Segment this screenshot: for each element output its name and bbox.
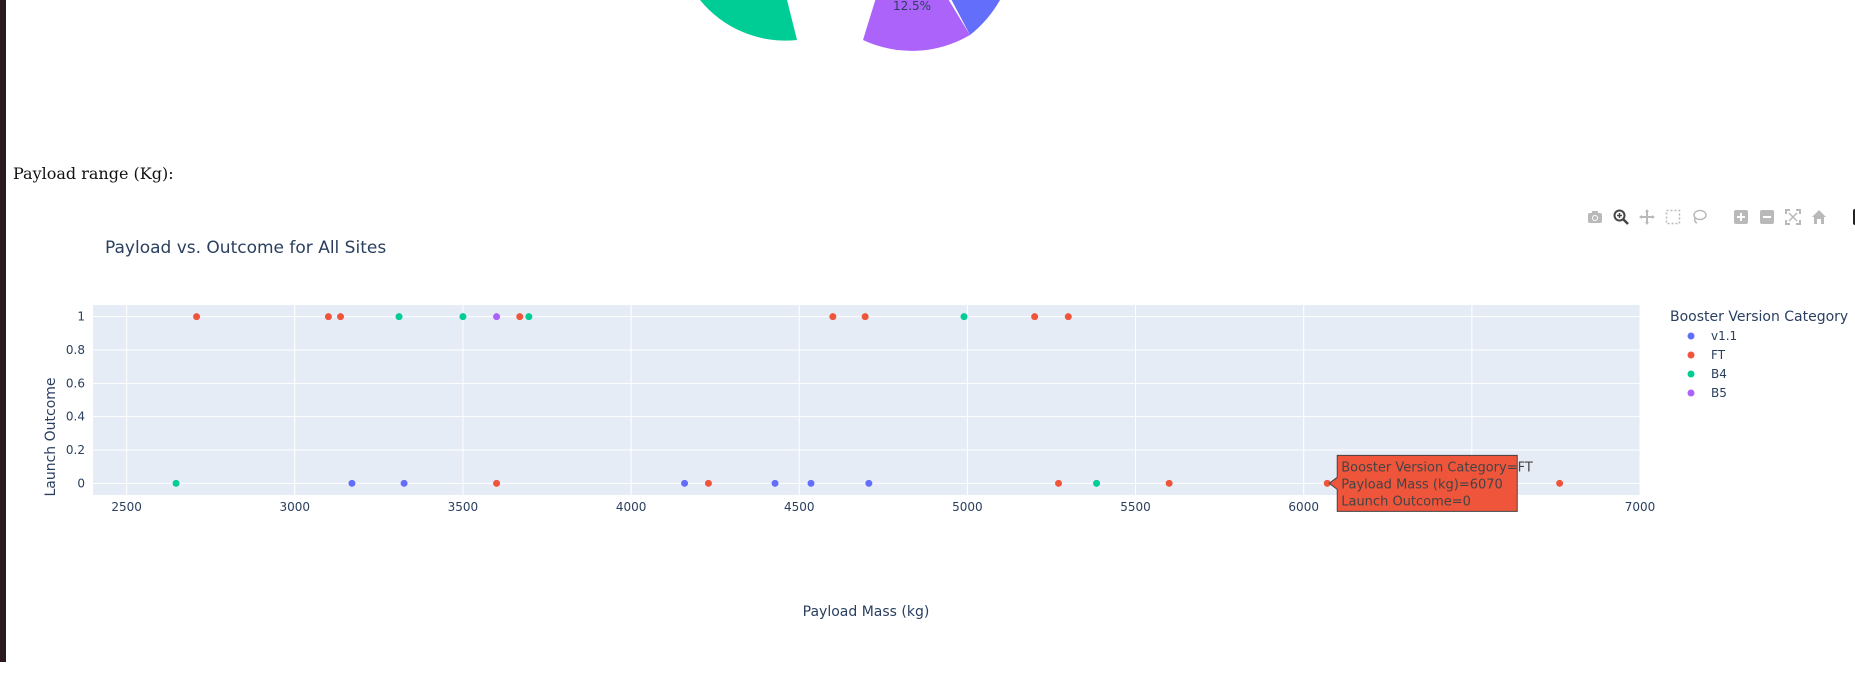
data-point-ft[interactable] <box>337 313 345 321</box>
modebar <box>1585 207 1855 227</box>
y-axis-label: Launch Outcome <box>43 377 59 496</box>
zoom-icon[interactable] <box>1611 207 1631 227</box>
y-tick-label: 0.2 <box>66 443 85 457</box>
data-point-ft[interactable] <box>1323 479 1331 487</box>
data-point-ft[interactable] <box>829 313 837 321</box>
x-tick-label: 5500 <box>1120 500 1151 514</box>
data-point-ft[interactable] <box>1165 479 1173 487</box>
scatter-plot: Payload vs. Outcome for All Sites 2500 30… <box>0 225 1855 645</box>
x-tick-label: 4000 <box>616 500 647 514</box>
tooltip-line: Booster Version Category=FT <box>1341 460 1533 475</box>
tooltip-box <box>1328 454 1518 512</box>
data-point-v1-1[interactable] <box>400 479 408 487</box>
pie-slice-purple[interactable] <box>863 0 970 51</box>
x-tick-label: 3500 <box>448 500 479 514</box>
hover-tooltip: Booster Version Category=FT Payload Mass … <box>1328 454 1533 512</box>
data-point-ft[interactable] <box>704 479 712 487</box>
data-point-b4[interactable] <box>172 479 180 487</box>
data-point-ft[interactable] <box>493 479 501 487</box>
tooltip-line: Launch Outcome=0 <box>1341 494 1471 509</box>
data-point-ft[interactable] <box>861 313 869 321</box>
legend-marker <box>1687 370 1695 378</box>
y-tick-label: 0.4 <box>66 410 85 424</box>
data-point-ft[interactable] <box>193 313 201 321</box>
page-left-border <box>0 0 6 662</box>
zoom-in-icon[interactable] <box>1731 207 1751 227</box>
pie-slice-green[interactable] <box>700 0 797 41</box>
x-tick-label: 7000 <box>1625 500 1656 514</box>
x-tick-label: 3000 <box>280 500 311 514</box>
lasso-icon[interactable] <box>1689 207 1709 227</box>
data-point-ft[interactable] <box>1055 479 1063 487</box>
legend-marker <box>1687 332 1695 340</box>
plotly-logo-icon[interactable] <box>1851 207 1855 227</box>
data-point-b4[interactable] <box>525 313 533 321</box>
pie-chart: 12.5% <box>700 0 1100 60</box>
pie-slice-blue[interactable] <box>920 0 1000 35</box>
data-point-b4[interactable] <box>1093 479 1101 487</box>
legend-marker <box>1687 389 1695 397</box>
data-point-b5[interactable] <box>493 313 501 321</box>
data-point-v1-1[interactable] <box>865 479 873 487</box>
data-point-ft[interactable] <box>1064 313 1072 321</box>
scatter-plot-svg: Payload vs. Outcome for All Sites 2500 30… <box>43 238 1848 620</box>
legend-item-label[interactable]: B4 <box>1711 367 1727 381</box>
data-point-v1-1[interactable] <box>771 479 779 487</box>
data-point-ft[interactable] <box>324 313 332 321</box>
data-point-b4[interactable] <box>459 313 467 321</box>
legend: Booster Version Category v1.1 FT B4 B5 <box>1670 309 1848 400</box>
data-point-b4[interactable] <box>395 313 403 321</box>
x-axis-label: Payload Mass (kg) <box>803 604 930 620</box>
chart-title: Payload vs. Outcome for All Sites <box>105 238 386 258</box>
box-select-icon[interactable] <box>1663 207 1683 227</box>
autoscale-icon[interactable] <box>1783 207 1803 227</box>
data-point-ft[interactable] <box>516 313 524 321</box>
data-point-v1-1[interactable] <box>807 479 815 487</box>
data-point-v1-1[interactable] <box>681 479 689 487</box>
camera-icon[interactable] <box>1585 207 1605 227</box>
x-tick-label: 2500 <box>111 500 142 514</box>
data-point-b4[interactable] <box>960 313 968 321</box>
pan-icon[interactable] <box>1637 207 1657 227</box>
legend-item-label[interactable]: B5 <box>1711 386 1727 400</box>
reset-axes-icon[interactable] <box>1809 207 1829 227</box>
payload-range-label: Payload range (Kg): <box>13 164 174 183</box>
pie-slice-label: 12.5% <box>893 0 931 13</box>
legend-title: Booster Version Category <box>1670 309 1848 325</box>
tooltip-line: Payload Mass (kg)=6070 <box>1341 477 1503 492</box>
legend-marker <box>1687 351 1695 359</box>
y-tick-label: 1 <box>77 310 85 324</box>
zoom-out-icon[interactable] <box>1757 207 1777 227</box>
x-tick-label: 4500 <box>784 500 815 514</box>
x-tick-label: 5000 <box>952 500 983 514</box>
data-point-ft[interactable] <box>1031 313 1039 321</box>
legend-item-label[interactable]: v1.1 <box>1711 329 1737 343</box>
data-point-v1-1[interactable] <box>348 479 356 487</box>
y-tick-label: 0 <box>77 476 85 490</box>
y-tick-label: 0.8 <box>66 343 85 357</box>
data-point-ft[interactable] <box>1556 479 1564 487</box>
legend-item-label[interactable]: FT <box>1711 348 1726 362</box>
y-tick-label: 0.6 <box>66 376 85 390</box>
x-tick-label: 6000 <box>1288 500 1319 514</box>
